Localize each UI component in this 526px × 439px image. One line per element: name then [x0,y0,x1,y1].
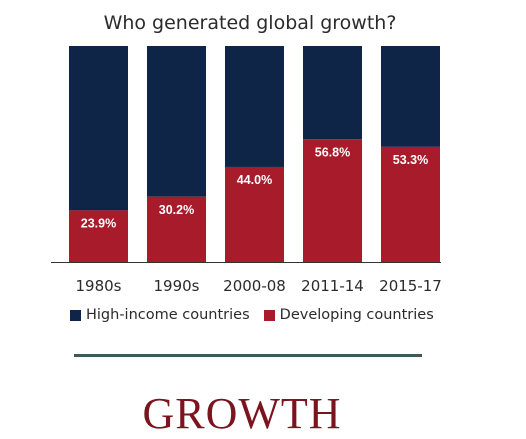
bar-high-income-1990s [147,46,206,197]
x-tick-label-2000-08: 2000-08 [223,277,286,295]
legend-swatch-high-income [70,309,81,321]
x-tick-label-1990s: 1990s [154,277,200,295]
data-label-developing-2000-08: 44.0% [237,173,272,187]
x-tick-label-2015-17: 2015-17 [379,277,442,295]
legend-label-high-income: High-income countries [86,307,250,323]
x-tick-label-1980s: 1980s [76,277,122,295]
x-tick-label-2011-14: 2011-14 [301,277,364,295]
chart-legend: High-income countries Developing countri… [70,305,448,325]
section-divider [74,354,422,357]
legend-swatch-developing [263,309,275,321]
bar-developing-2015-17 [381,146,440,262]
bar-high-income-1980s [69,46,128,211]
data-label-developing-2015-17: 53.3% [393,153,428,167]
bar-high-income-2015-17 [381,46,440,147]
bar-developing-2011-14 [303,139,362,262]
legend-label-developing: Developing countries [279,307,434,323]
stacked-bar-chart: 23.9% 1980s 30.2% 1990s 44.0% 2000-08 56.8% 201… [51,46,442,295]
data-label-developing-1990s: 30.2% [159,203,194,217]
legend-item-developing: Developing countries [263,307,434,323]
bar-high-income-2000-08 [225,46,284,167]
bar-developing-2000-08 [225,166,284,262]
legend-item-high-income: High-income countries [70,307,250,323]
bar-developing-1980s [69,210,128,262]
growth-heading: GROWTH [142,389,342,438]
data-label-developing-1980s: 23.9% [81,216,116,230]
chart-title: Who generated global growth? [103,12,397,34]
data-label-developing-2011-14: 56.8% [315,145,350,159]
bar-high-income-2011-14 [303,46,362,140]
bar-developing-1990s [147,196,206,262]
